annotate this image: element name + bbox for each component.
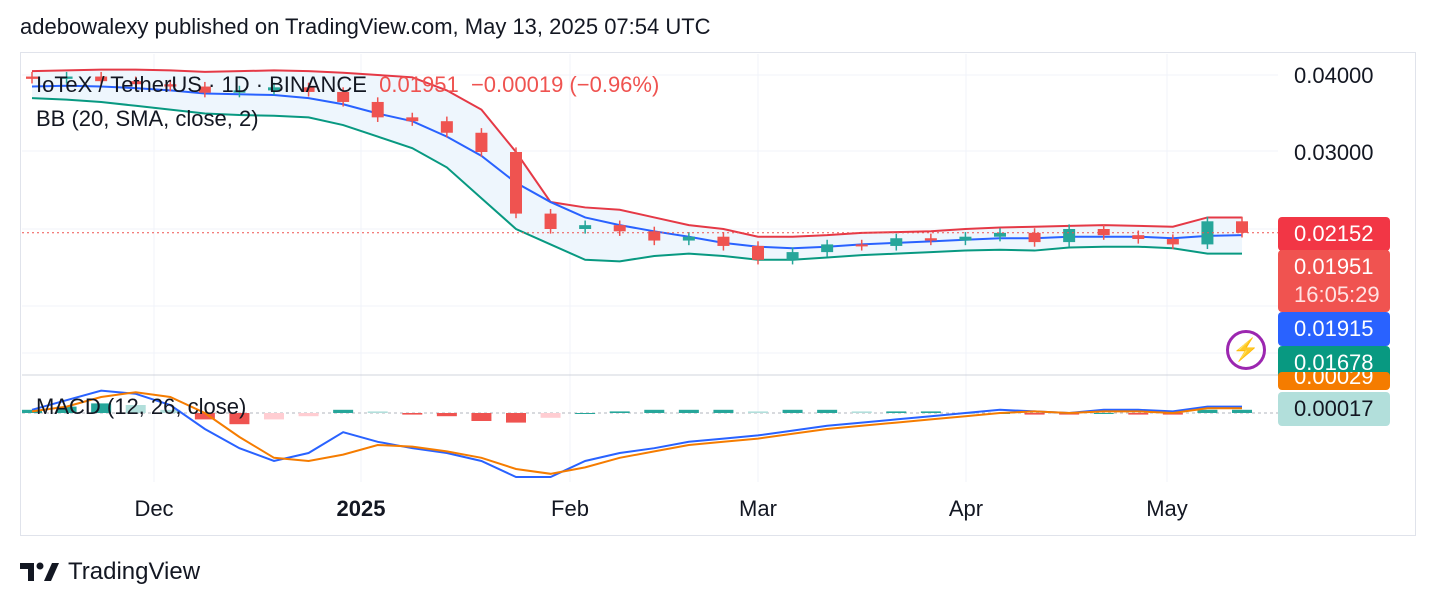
macd-hist-bar	[125, 405, 146, 413]
time-label: May	[1146, 496, 1188, 521]
macd-hist-bar	[264, 413, 284, 420]
candle-body	[440, 121, 453, 133]
footer-brand-label: TradingView	[68, 558, 201, 585]
time-label: 2025	[336, 496, 386, 521]
macd-hist-bar	[540, 413, 561, 418]
macd-legend[interactable]: MACD (12, 26, close)	[36, 394, 247, 419]
macd-hist-bar	[1128, 413, 1149, 415]
candle-body	[475, 132, 488, 152]
macd-hist-bar	[298, 413, 319, 417]
price-tick: 0.03000	[1294, 140, 1374, 165]
candle-body	[406, 117, 419, 122]
macd-hist-bar	[436, 413, 457, 417]
candle-body	[337, 91, 350, 102]
macd-hist-bar	[229, 413, 250, 425]
candle-body	[544, 213, 557, 229]
candle-body	[1166, 239, 1179, 245]
macd-hist-bar	[1197, 409, 1218, 413]
candle-body	[994, 232, 1006, 237]
macd-hist-bar	[194, 413, 215, 420]
macd-hist-bar	[644, 409, 665, 413]
bb-basis-badge: 0.01915	[1278, 312, 1390, 346]
candle-body	[129, 81, 142, 85]
candle-body	[1028, 232, 1041, 243]
candle-body	[613, 225, 626, 232]
macd-hist-bar	[333, 409, 354, 413]
candle-body	[1132, 235, 1145, 240]
macd-hist-bar	[160, 409, 181, 413]
macd-hist-bar	[748, 411, 768, 413]
price-tick: 0.04000	[1294, 63, 1374, 88]
macd-hist-bar	[851, 411, 872, 413]
time-label: Feb	[551, 496, 589, 521]
last-price-value: 0.01951	[1294, 254, 1374, 279]
candle-body	[268, 87, 280, 91]
candle-body	[95, 76, 108, 82]
bb-legend[interactable]: BB (20, SMA, close, 2)	[36, 106, 259, 131]
publish-header: adebowalexy published on TradingView.com…	[20, 14, 711, 39]
candle-body	[1063, 229, 1076, 243]
candle-body	[233, 90, 246, 93]
footer-brand[interactable]: TradingView	[20, 558, 200, 586]
macd-hist-badge: 0.00017	[1278, 392, 1390, 426]
bb-lower-line	[31, 97, 1242, 263]
candle-body	[855, 244, 868, 247]
candle-body	[26, 76, 38, 79]
macd-hist-bar	[817, 409, 838, 413]
price-change: −0.00019 (−0.96%)	[470, 72, 660, 97]
candle-body	[924, 238, 937, 241]
candle-body	[682, 236, 695, 241]
bb-upper-badge: 0.02152	[1278, 217, 1390, 251]
candle-body	[60, 76, 73, 79]
bar-countdown: 16:05:29	[1294, 282, 1380, 307]
macd-hist-bar	[471, 413, 492, 421]
candle-body	[1097, 229, 1110, 236]
macd-hist-bar	[506, 413, 526, 423]
candle-body	[198, 86, 211, 93]
candle-body	[371, 101, 384, 118]
last-price-badge: 0.01951 16:05:29	[1278, 250, 1390, 312]
chart-frame[interactable]	[20, 52, 1416, 536]
candle-body	[717, 236, 730, 246]
macd-hist-bar	[886, 411, 907, 413]
bb-band-fill	[32, 69, 1242, 262]
macd-hist-bar	[402, 413, 423, 415]
macd-hist-bar	[1093, 413, 1114, 414]
symbol-title: IoTeX / TetherUS · 1D · BINANCE	[36, 72, 367, 97]
macd-signal-line	[31, 391, 1242, 475]
candle-body	[579, 225, 592, 229]
candle-body	[890, 238, 903, 246]
last-price-legend: 0.01951	[379, 72, 459, 97]
macd-hist-bar	[920, 411, 941, 413]
macd-hist-bar	[678, 409, 699, 413]
macd-hist-bar	[609, 411, 630, 413]
candle-body	[510, 152, 522, 214]
lightning-icon[interactable]: ⚡	[1226, 330, 1266, 370]
candle-body	[648, 231, 661, 241]
macd-hist-bar	[1024, 413, 1045, 415]
candle-body	[1236, 221, 1248, 233]
tradingview-logo-icon	[20, 562, 59, 581]
macd-hist-bar	[713, 409, 734, 413]
macd-signal-badge: 0.00029	[1278, 372, 1390, 390]
bb-upper-line	[31, 68, 1242, 238]
macd-hist-bar	[56, 406, 77, 413]
candle-body	[164, 84, 177, 87]
time-label: Dec	[134, 496, 174, 521]
candle-body	[752, 245, 764, 260]
candle-body	[302, 87, 315, 92]
time-label: Apr	[948, 496, 984, 521]
candle-body	[959, 236, 972, 241]
candle-body	[821, 244, 834, 253]
time-label: Mar	[739, 496, 777, 521]
candle-body	[786, 252, 799, 260]
symbol-legend[interactable]: IoTeX / TetherUS · 1D · BINANCE 0.01951 …	[36, 72, 659, 98]
macd-hist-bar	[1232, 409, 1252, 413]
macd-hist-bar	[575, 413, 596, 414]
macd-hist-bar	[91, 403, 112, 413]
macd-hist-bar	[367, 411, 388, 413]
macd-hist-bar	[782, 409, 803, 413]
